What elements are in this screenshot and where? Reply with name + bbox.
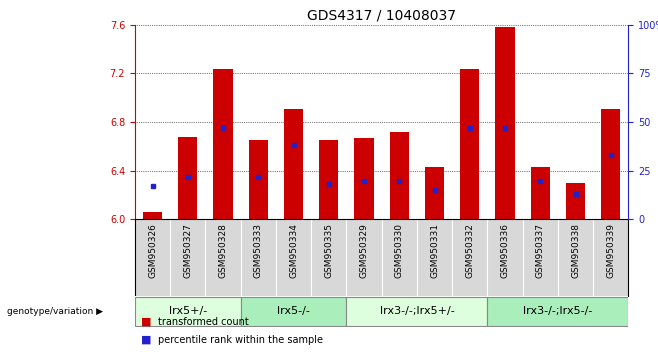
Bar [249, 141, 268, 219]
Bar [566, 183, 585, 219]
Text: genotype/variation ▶: genotype/variation ▶ [7, 307, 103, 316]
Text: GSM950338: GSM950338 [571, 223, 580, 278]
Text: GSM950334: GSM950334 [289, 223, 298, 278]
Bar [143, 212, 163, 219]
Text: GSM950337: GSM950337 [536, 223, 545, 278]
Text: GSM950335: GSM950335 [324, 223, 333, 278]
FancyBboxPatch shape [488, 297, 628, 326]
Text: GSM950332: GSM950332 [465, 223, 474, 278]
Text: ■: ■ [141, 317, 152, 327]
Text: GSM950328: GSM950328 [218, 223, 228, 278]
Bar [213, 69, 233, 219]
Text: GSM950331: GSM950331 [430, 223, 439, 278]
Text: transformed count: transformed count [158, 317, 249, 327]
Bar [354, 138, 374, 219]
Text: GSM950336: GSM950336 [501, 223, 509, 278]
Bar [425, 167, 444, 219]
Bar [495, 27, 515, 219]
Text: GSM950326: GSM950326 [148, 223, 157, 278]
Text: GSM950339: GSM950339 [606, 223, 615, 278]
Text: GSM950327: GSM950327 [184, 223, 192, 278]
Bar [319, 141, 338, 219]
Text: lrx3-/-;lrx5-/-: lrx3-/-;lrx5-/- [523, 306, 593, 316]
Text: ■: ■ [141, 335, 152, 345]
Text: lrx5-/-: lrx5-/- [277, 306, 310, 316]
Bar [601, 109, 620, 219]
Bar [390, 132, 409, 219]
Text: percentile rank within the sample: percentile rank within the sample [158, 335, 323, 345]
Text: GSM950330: GSM950330 [395, 223, 404, 278]
FancyBboxPatch shape [135, 297, 241, 326]
Text: GSM950333: GSM950333 [254, 223, 263, 278]
Text: lrx5+/-: lrx5+/- [168, 306, 207, 316]
FancyBboxPatch shape [241, 297, 346, 326]
Text: lrx3-/-;lrx5+/-: lrx3-/-;lrx5+/- [380, 306, 454, 316]
Bar [530, 167, 550, 219]
Title: GDS4317 / 10408037: GDS4317 / 10408037 [307, 8, 456, 22]
Bar [460, 69, 480, 219]
Bar [284, 109, 303, 219]
FancyBboxPatch shape [346, 297, 488, 326]
Text: GSM950329: GSM950329 [359, 223, 368, 278]
Bar [178, 137, 197, 219]
